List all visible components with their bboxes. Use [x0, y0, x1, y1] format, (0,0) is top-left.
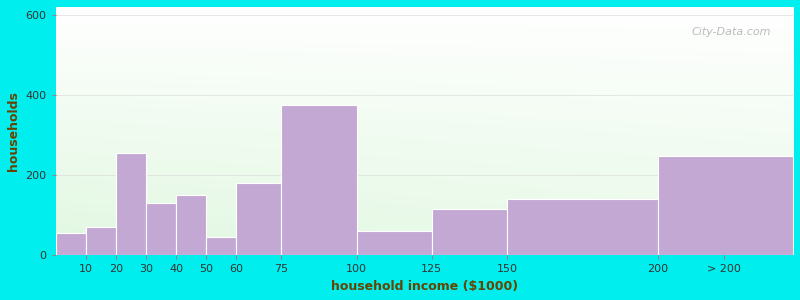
Text: City-Data.com: City-Data.com — [691, 27, 771, 37]
Bar — [86, 227, 116, 256]
Bar — [56, 233, 86, 256]
Bar — [357, 231, 432, 256]
Bar — [658, 156, 793, 256]
Text: All residents: All residents — [351, 0, 449, 1]
Bar — [206, 237, 236, 256]
Bar — [176, 195, 206, 256]
Bar — [432, 209, 507, 256]
Bar — [146, 203, 176, 256]
Bar — [236, 183, 282, 256]
Y-axis label: households: households — [7, 91, 20, 171]
X-axis label: household income ($1000): household income ($1000) — [330, 280, 518, 293]
Bar — [116, 153, 146, 256]
Bar — [282, 105, 357, 256]
Bar — [507, 200, 658, 256]
